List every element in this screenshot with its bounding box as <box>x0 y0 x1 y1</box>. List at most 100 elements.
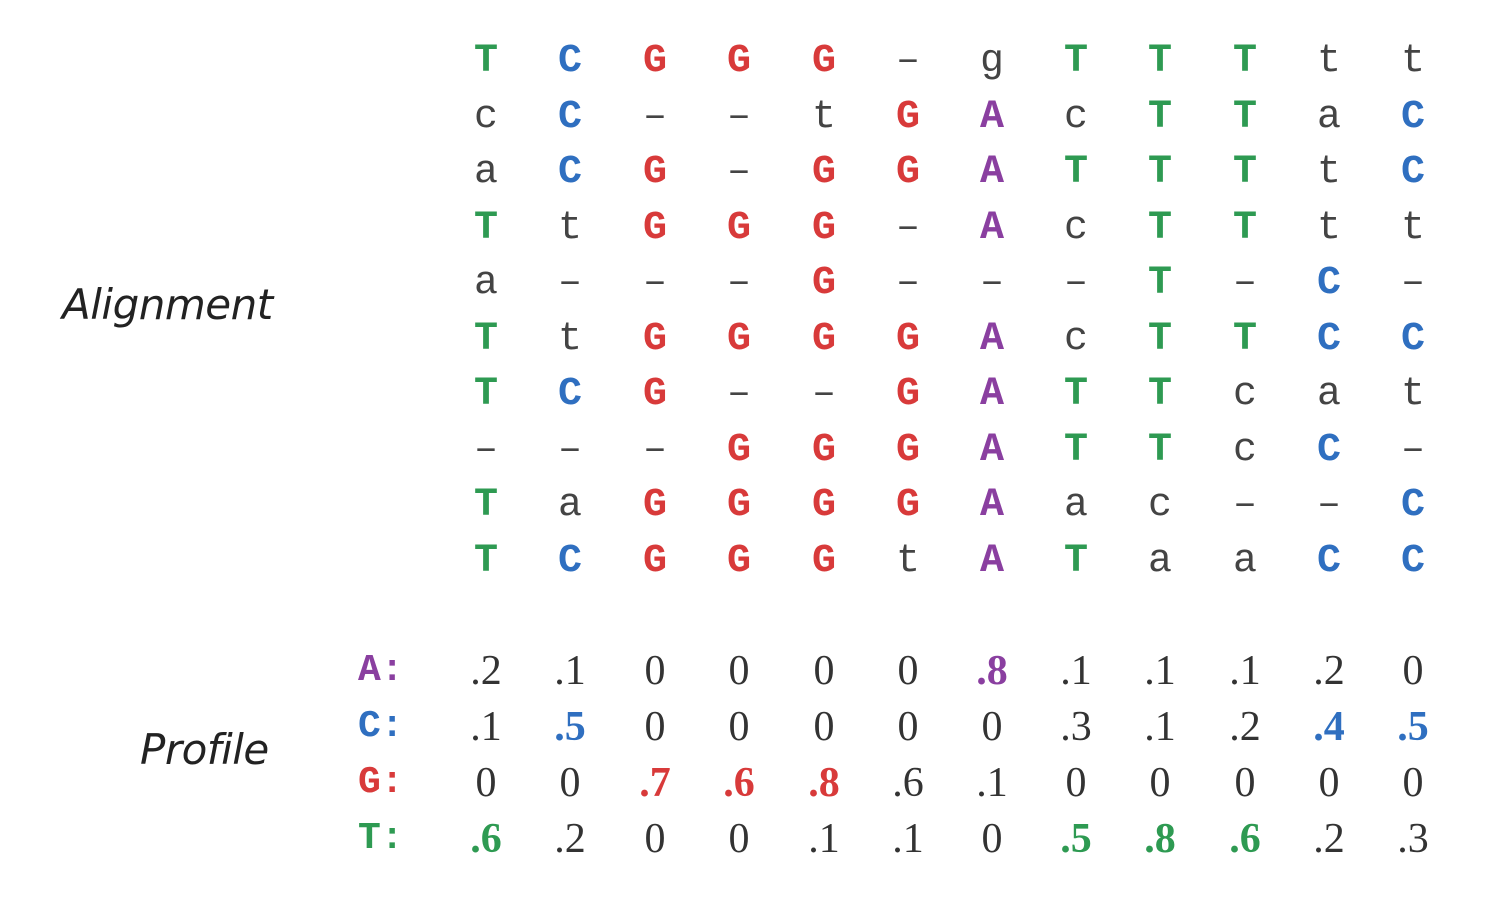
profile-value: .4 <box>1313 704 1345 750</box>
alignment-cell: – <box>895 205 920 251</box>
alignment-cell: C <box>557 372 582 417</box>
alignment-cell: T <box>473 39 498 84</box>
alignment-cell: – <box>979 261 1004 306</box>
profile-value: 0 <box>1402 760 1424 806</box>
alignment-cell: A <box>979 372 1004 417</box>
alignment-cell: c <box>473 94 498 140</box>
alignment-cell: T <box>1147 372 1172 417</box>
alignment-cell: G <box>895 427 920 473</box>
alignment-cell: – <box>642 94 667 140</box>
alignment-cell: T <box>1063 39 1088 84</box>
alignment-cell: T <box>1147 261 1172 306</box>
alignment-cell: – <box>1232 483 1257 528</box>
profile-value: 0 <box>644 704 666 750</box>
profile-value: .1 <box>808 816 840 862</box>
alignment-cell: G <box>726 538 751 584</box>
profile-value: .3 <box>1060 704 1092 750</box>
alignment-cell: g <box>979 39 1004 84</box>
profile-value: .1 <box>470 704 502 750</box>
profile-value: .5 <box>1060 816 1092 862</box>
alignment-cell: G <box>642 316 667 362</box>
alignment-cell: T <box>473 538 498 584</box>
alignment-cell: G <box>642 205 667 251</box>
alignment-cell: T <box>1232 150 1257 195</box>
alignment-cell: t <box>1316 39 1341 84</box>
alignment-cell: a <box>1063 483 1088 528</box>
alignment-cell: a <box>1316 94 1341 140</box>
alignment-cell: – <box>726 150 751 195</box>
alignment-cell: G <box>726 483 751 528</box>
alignment-cell: – <box>557 427 582 473</box>
alignment-cell: – <box>895 261 920 306</box>
profile-value: .6 <box>1229 816 1261 862</box>
alignment-cell: C <box>1316 427 1341 473</box>
profile-value: .1 <box>1229 648 1261 694</box>
profile-value: .3 <box>1397 816 1429 862</box>
alignment-cell: T <box>1232 94 1257 140</box>
profile-label: Profile <box>140 725 269 774</box>
profile-value: .6 <box>470 816 502 862</box>
profile-value: 0 <box>644 816 666 862</box>
alignment-cell: t <box>895 538 920 584</box>
profile-value: 0 <box>813 648 835 694</box>
profile-value: 0 <box>1065 760 1087 806</box>
profile-row-label: T: <box>358 817 404 860</box>
profile-value: .1 <box>892 816 924 862</box>
alignment-cell: – <box>811 372 836 417</box>
alignment-cell: a <box>557 483 582 528</box>
alignment-cell: A <box>979 316 1004 362</box>
alignment-cell: A <box>979 538 1004 584</box>
alignment-cell: a <box>1316 372 1341 417</box>
alignment-cell: G <box>726 316 751 362</box>
alignment-cell: C <box>1316 316 1341 362</box>
alignment-cell: – <box>1232 261 1257 306</box>
alignment-cell: a <box>1232 538 1257 584</box>
alignment-cell: G <box>642 39 667 84</box>
alignment-cell: – <box>473 427 498 473</box>
alignment-cell: T <box>1147 205 1172 251</box>
alignment-cell: C <box>1400 150 1425 195</box>
alignment-cell: G <box>642 150 667 195</box>
alignment-cell: G <box>811 316 836 362</box>
profile-value: .1 <box>1060 648 1092 694</box>
alignment-cell: t <box>1316 150 1341 195</box>
alignment-cell: t <box>1400 372 1425 417</box>
alignment-cell: t <box>811 94 836 140</box>
alignment-cell: c <box>1232 372 1257 417</box>
alignment-cell: C <box>557 538 582 584</box>
profile-value: 0 <box>1234 760 1256 806</box>
alignment-cell: C <box>1316 261 1341 306</box>
alignment-cell: T <box>1147 94 1172 140</box>
alignment-cell: G <box>642 372 667 417</box>
profile-value: .8 <box>808 760 840 806</box>
alignment-cell: T <box>1232 39 1257 84</box>
alignment-cell: T <box>1147 427 1172 473</box>
profile-value: 0 <box>1402 648 1424 694</box>
alignment-cell: A <box>979 427 1004 473</box>
alignment-cell: – <box>726 261 751 306</box>
alignment-cell: c <box>1063 94 1088 140</box>
alignment-cell: G <box>895 150 920 195</box>
profile-value: .1 <box>1144 704 1176 750</box>
alignment-cell: C <box>1400 316 1425 362</box>
alignment-cell: G <box>811 205 836 251</box>
alignment-cell: T <box>473 316 498 362</box>
alignment-cell: – <box>1063 261 1088 306</box>
profile-value: 0 <box>475 760 497 806</box>
profile-value: 0 <box>813 704 835 750</box>
profile-value: .2 <box>1313 648 1345 694</box>
profile-value: 0 <box>981 704 1003 750</box>
alignment-cell: – <box>1400 427 1425 473</box>
alignment-cell: t <box>1316 205 1341 251</box>
alignment-cell: t <box>557 205 582 251</box>
profile-value: .6 <box>723 760 755 806</box>
profile-value: .6 <box>892 760 924 806</box>
alignment-cell: – <box>1316 483 1341 528</box>
profile-value: .8 <box>1144 816 1176 862</box>
alignment-cell: T <box>1232 205 1257 251</box>
alignment-cell: – <box>726 372 751 417</box>
alignment-cell: – <box>557 261 582 306</box>
alignment-cell: G <box>895 94 920 140</box>
profile-value: 0 <box>981 816 1003 862</box>
alignment-cell: T <box>473 483 498 528</box>
